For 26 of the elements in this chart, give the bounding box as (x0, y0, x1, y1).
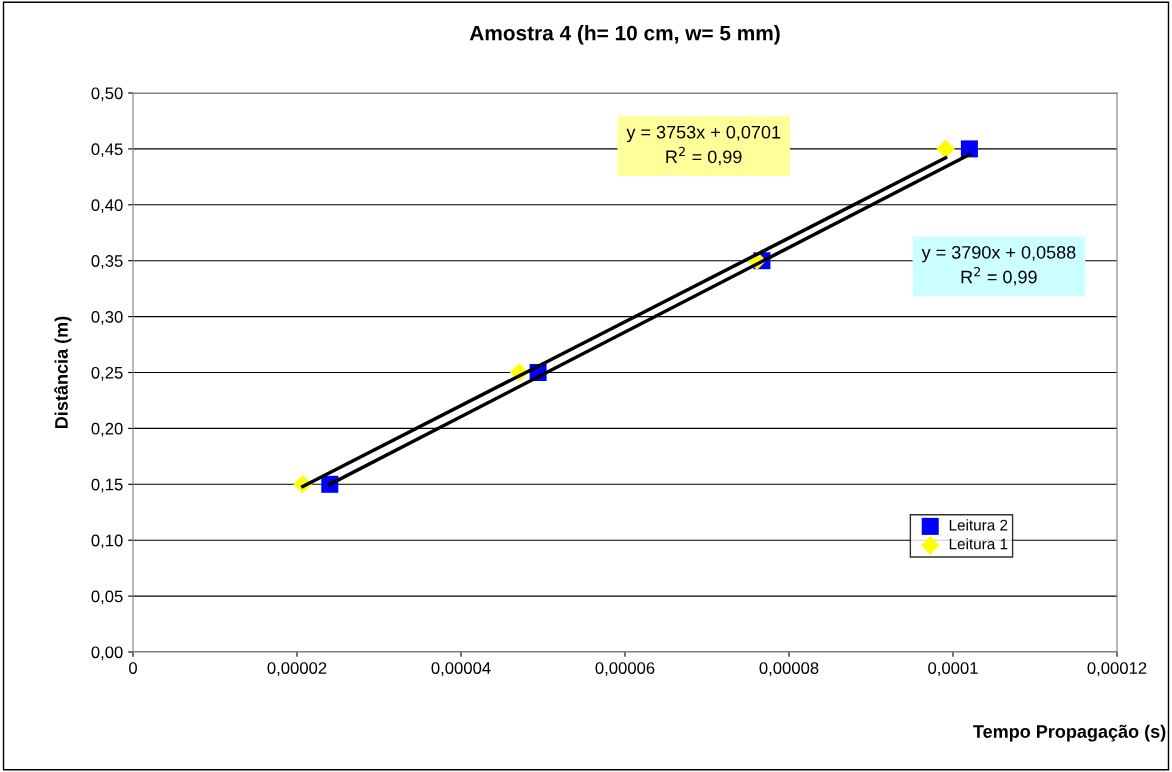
y-tick-label: 0,15 (91, 478, 123, 493)
y-tick-label: 0,40 (91, 199, 123, 213)
chart-title: Amostra 4 (h= 10 cm, w= 5 mm) (469, 25, 780, 45)
y-tick-label: 0,20 (91, 422, 123, 437)
y-tick-label: 0,10 (91, 534, 123, 549)
x-tick-label: 0,00012 (1087, 662, 1147, 676)
legend-label: Leitura 1 (949, 538, 1008, 550)
y-tick-label: 0,05 (91, 590, 123, 605)
legend-label: Leitura 2 (949, 519, 1008, 531)
x-tick-label: 0,0001 (928, 662, 978, 676)
y-tick-label: 0,45 (91, 143, 123, 158)
x-tick-label: 0,00004 (431, 662, 491, 676)
x-tick-label: 0,00002 (267, 662, 327, 676)
y-tick-label: 0,00 (91, 646, 123, 661)
x-axis-title: Tempo Propagação (s) (973, 724, 1166, 742)
x-tick-label: 0,00008 (759, 662, 819, 676)
x-tick-label: 0 (129, 662, 137, 674)
y-tick-label: 0,25 (91, 366, 123, 381)
annotation: y = 3753x + 0,0701 R$^{2}$ = 0,99 (626, 125, 781, 166)
point (936, 139, 955, 159)
y-tick-label: 0,35 (91, 255, 123, 269)
y-tick-label: 0,30 (91, 311, 123, 325)
y-axis-title: Distância (m) (54, 316, 72, 428)
annotation: y = 3790x + 0,0588 R$^{2}$ = 0,99 (921, 245, 1076, 286)
y-tick-label: 0,50 (91, 87, 123, 102)
x-tick-label: 0,00006 (595, 662, 655, 676)
